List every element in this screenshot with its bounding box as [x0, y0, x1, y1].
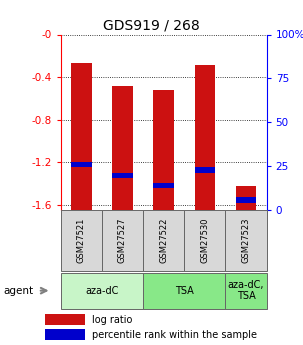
Bar	[112, 86, 133, 210]
Bar	[102, 210, 143, 271]
Bar	[71, 162, 92, 167]
Text: aza-dC,
TSA: aza-dC, TSA	[228, 280, 264, 302]
Text: GSM27521: GSM27521	[77, 218, 86, 263]
Text: log ratio: log ratio	[92, 315, 132, 325]
Bar	[153, 183, 174, 188]
Text: GSM27530: GSM27530	[200, 218, 209, 263]
Bar	[195, 167, 215, 172]
Bar	[236, 197, 256, 203]
Text: GSM27522: GSM27522	[159, 218, 168, 263]
Text: agent: agent	[3, 286, 33, 296]
Bar	[45, 314, 85, 325]
Text: GSM27527: GSM27527	[118, 218, 127, 263]
Text: TSA: TSA	[175, 286, 194, 296]
Bar	[143, 210, 184, 271]
Bar	[112, 172, 133, 178]
Bar	[61, 273, 143, 309]
Bar	[45, 329, 85, 340]
Text: GDS919 / 268: GDS919 / 268	[103, 19, 200, 33]
Bar	[153, 90, 174, 210]
Bar	[71, 63, 92, 210]
Bar	[143, 273, 225, 309]
Bar	[184, 210, 225, 271]
Bar	[225, 273, 267, 309]
Bar	[61, 210, 102, 271]
Bar	[195, 66, 215, 210]
Bar	[225, 210, 267, 271]
Text: percentile rank within the sample: percentile rank within the sample	[92, 329, 257, 339]
Bar	[236, 186, 256, 210]
Text: aza-dC: aza-dC	[85, 286, 118, 296]
Text: GSM27523: GSM27523	[241, 218, 251, 263]
